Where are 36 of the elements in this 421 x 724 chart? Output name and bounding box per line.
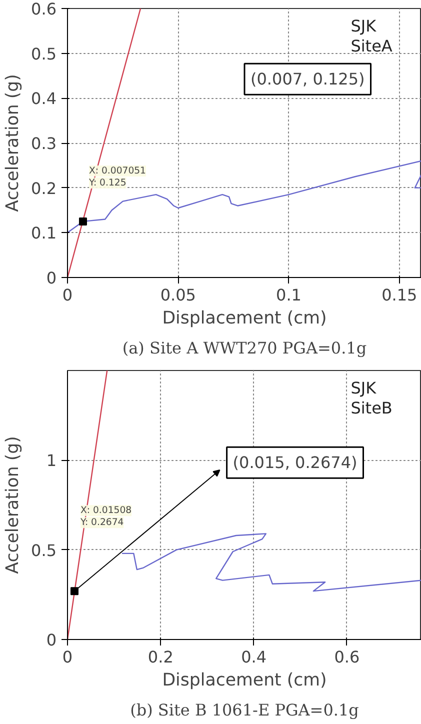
annotation: Y: 0.2674 bbox=[79, 517, 124, 528]
line-series bbox=[121, 533, 421, 592]
y-tick-label: 0 bbox=[46, 630, 57, 650]
y-tick-label: 0.1 bbox=[31, 224, 57, 243]
annotation: X: 0.007051 bbox=[88, 165, 146, 176]
y-tick-label: 0.5 bbox=[31, 44, 57, 64]
y-tick-label: 0.3 bbox=[31, 134, 57, 153]
annotation: SJK bbox=[350, 378, 377, 398]
annotation: X: 0.01508 bbox=[80, 505, 132, 516]
y-tick-label: 0.6 bbox=[31, 0, 57, 18]
y-tick-label: 0 bbox=[46, 268, 57, 288]
x-tick-label: 0.2 bbox=[148, 648, 174, 666]
annotation: (0.015, 0.2674) bbox=[232, 453, 358, 472]
x-axis-title: Displacement (cm) bbox=[162, 670, 327, 690]
text: (b) Site B 1061-E PGA=0.1g bbox=[130, 700, 359, 720]
x-tick-label: 0 bbox=[62, 648, 73, 666]
y-axis-title: Acceleration (g) bbox=[3, 436, 24, 574]
text: (a) Site A WWT270 PGA=0.1g bbox=[122, 338, 367, 358]
x-axis-title: Displacement (cm) bbox=[162, 308, 327, 328]
line-series bbox=[68, 160, 421, 234]
x-tick-label: 0.05 bbox=[160, 286, 196, 304]
y-tick-label: 0.4 bbox=[31, 89, 57, 108]
x-tick-label: 0.15 bbox=[382, 286, 418, 304]
annotation: Y: 0.125 bbox=[88, 177, 126, 188]
x-tick-label: 0.4 bbox=[241, 648, 267, 666]
x-tick-label: 0 bbox=[62, 286, 73, 304]
y-tick-label: 0.2 bbox=[31, 178, 57, 198]
x-tick-label: 0.6 bbox=[334, 648, 360, 666]
y-axis-title: Acceleration (g) bbox=[3, 74, 24, 212]
y-tick-label: 0.5 bbox=[31, 540, 57, 560]
annotation: SJK bbox=[350, 16, 377, 36]
x-tick-label: 0.1 bbox=[276, 286, 302, 304]
y-tick-label: 1 bbox=[46, 451, 57, 470]
annotation: (0.007, 0.125) bbox=[250, 70, 365, 89]
annotation: SiteB bbox=[350, 398, 392, 418]
annotation: SiteA bbox=[350, 36, 392, 56]
